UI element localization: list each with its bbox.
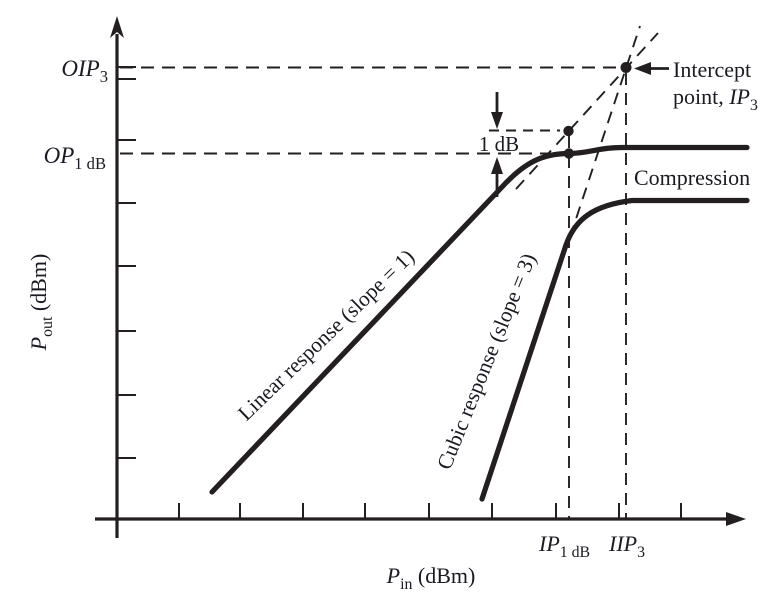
linear-response-label: Linear response (slope = 1)	[233, 245, 419, 426]
cubic-ideal-dashed	[569, 25, 641, 238]
x-axis-title: Pin (dBm)	[386, 563, 476, 593]
response-curves	[209, 144, 750, 502]
axes-group	[95, 16, 746, 538]
op1db-label: OP1 dB	[44, 143, 106, 173]
iip3-axis-label: IIP3	[608, 531, 645, 561]
y-axis-arrowhead-icon	[110, 16, 124, 38]
tick-marks	[117, 66, 682, 519]
intercept-pointer-arrow-head-icon	[634, 62, 651, 75]
annotation-arrows	[491, 62, 669, 197]
ideal-point-at-ip1db	[563, 125, 574, 137]
oip3-label: OIP3	[61, 56, 108, 86]
one-db-up-arrow-head-icon	[491, 157, 503, 174]
y-axis-title: Pout (dBm)	[26, 254, 56, 352]
compression-point-dot	[563, 148, 575, 159]
text-labels: OIP3 OP1 dB Pout (dBm) Pin (dBm) IP1 dB IIP3 1…	[26, 56, 758, 593]
intercept-point-dot	[620, 62, 632, 73]
data-point-dots	[563, 62, 632, 159]
intercept-label-line1: Intercept	[673, 57, 751, 82]
cubic-response-curve	[479, 197, 750, 502]
ip1db-axis-label: IP1 dB	[538, 531, 590, 561]
dashed-reference-lines	[120, 25, 659, 518]
one-db-label: 1 dB	[479, 132, 519, 156]
cubic-response-label: Cubic response (slope = 3)	[432, 250, 541, 473]
one-db-down-arrow-head-icon	[491, 112, 503, 129]
linear-ideal-dashed	[515, 32, 659, 190]
intercept-label-line2: point, IP3	[673, 84, 758, 114]
x-axis-arrowhead-icon	[726, 512, 746, 526]
compression-label: Compression	[634, 165, 750, 190]
